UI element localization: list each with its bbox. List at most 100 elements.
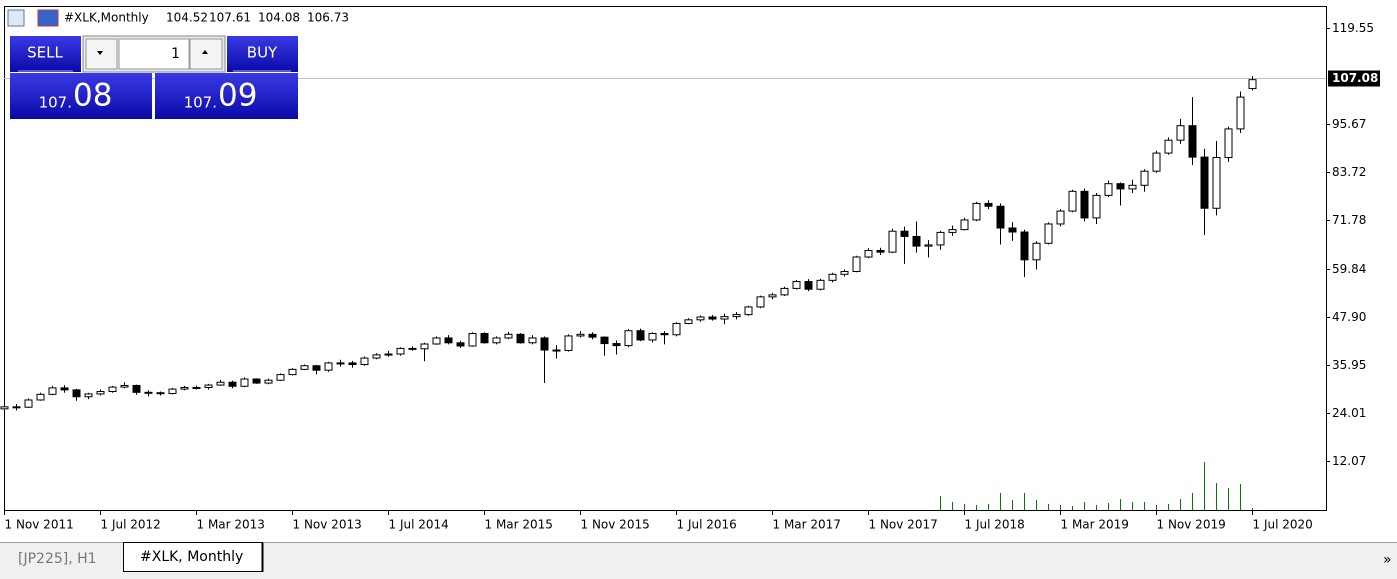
candle-body	[1020, 231, 1029, 261]
candle-body	[288, 368, 297, 376]
candle-body	[132, 384, 141, 393]
candle-body	[252, 378, 261, 384]
candle-body	[84, 393, 93, 398]
price-label-box	[1328, 70, 1380, 87]
candle-body	[924, 244, 933, 247]
candle-body	[1200, 156, 1209, 209]
candle-body	[744, 306, 753, 316]
ask-big: 107.	[184, 94, 217, 112]
candle-body	[720, 316, 729, 320]
candle-body	[168, 388, 177, 395]
x-tick-label: 1 Nov 2011	[5, 518, 74, 532]
tab[interactable]: [JP225], H1	[18, 551, 97, 567]
x-tick-label: 1 Nov 2015	[581, 518, 650, 532]
bid-box[interactable]	[10, 73, 152, 119]
candle-body	[588, 333, 597, 338]
lot-down[interactable]	[85, 38, 118, 70]
candle-body	[756, 296, 765, 308]
candle-body	[1092, 194, 1101, 219]
candle-body	[732, 314, 741, 318]
candle-body	[420, 343, 429, 350]
y-tick-label: 47.90	[1332, 310, 1366, 324]
candle-body	[1152, 152, 1161, 172]
candle-body	[1176, 125, 1185, 141]
candle-body	[552, 349, 561, 352]
tab-bar: [JP225], H1 #XLK, Monthly »	[0, 542, 1397, 579]
candle-body	[1044, 223, 1053, 244]
candle-body	[960, 219, 969, 231]
candle-body	[396, 347, 405, 355]
candle-body	[1212, 157, 1221, 209]
candle-body	[60, 387, 69, 391]
candle-body	[120, 384, 129, 388]
candle-body	[156, 392, 165, 395]
buy-button[interactable]	[227, 36, 298, 72]
x-tick-label: 1 Jul 2016	[677, 518, 737, 532]
candle-body	[1248, 79, 1257, 90]
candle-body	[696, 316, 705, 321]
x-tick-label: 1 Jul 2020	[1253, 518, 1313, 532]
sell-button[interactable]	[10, 36, 81, 72]
active-tab[interactable]	[123, 542, 263, 572]
more-tabs[interactable]: »	[1383, 552, 1392, 568]
candle-body	[636, 330, 645, 341]
candle-body	[360, 357, 369, 366]
candle-body	[336, 362, 345, 365]
candle-body	[660, 333, 669, 336]
candle-body	[228, 381, 237, 387]
candle-body	[912, 235, 921, 247]
chart-header: #XLK,Monthly 104.52 107.61 104.08 106.73	[7, 9, 349, 27]
candle-body	[1080, 190, 1089, 219]
x-tick-label: 1 Jul 2014	[389, 518, 449, 532]
ohlc-high: 107.61	[209, 11, 251, 25]
candle-body	[0, 406, 9, 410]
candle-body	[240, 378, 249, 387]
x-tick-label: 1 Mar 2019	[1061, 518, 1129, 532]
candle-body	[804, 281, 813, 290]
candle-body	[792, 281, 801, 289]
candle-body	[1164, 139, 1173, 154]
candle-body	[780, 287, 789, 296]
candle-body	[1056, 210, 1065, 225]
candle-body	[216, 381, 225, 386]
candle-body	[516, 333, 525, 344]
sell-label: SELL	[27, 44, 63, 62]
candle-body	[600, 336, 609, 345]
ohlc-open: 104.52	[166, 11, 208, 25]
x-tick-label: 1 Jul 2012	[101, 518, 161, 532]
candle-body	[972, 202, 981, 221]
candle-body	[24, 399, 33, 408]
plot: 119.55 95.67 83.72 71.78 59.84 47.90 35.95 24.0…	[0, 21, 1380, 532]
candle-body	[444, 337, 453, 344]
candle-body	[900, 230, 909, 237]
candle-body	[1188, 125, 1197, 158]
icon	[37, 9, 59, 27]
candle-body	[996, 205, 1005, 229]
y-tick-label: 83.72	[1332, 165, 1366, 179]
lot-input[interactable]	[118, 38, 190, 70]
candle-body	[384, 353, 393, 356]
ask-small: 09	[218, 78, 257, 114]
bid-big: 107.	[39, 94, 72, 112]
candle-body	[504, 333, 513, 339]
candle-body	[540, 337, 549, 351]
candle-body	[684, 319, 693, 324]
tab[interactable]: #XLK, Monthly	[140, 549, 243, 565]
candle-body	[708, 316, 717, 320]
candle-body	[1032, 242, 1041, 261]
x-tick-label: 1 Mar 2017	[773, 518, 841, 532]
y-tick-label: 119.55	[1332, 21, 1374, 35]
ask-box[interactable]	[155, 73, 298, 119]
candle-body	[816, 279, 825, 290]
candle-body	[144, 391, 153, 394]
candle-body	[48, 387, 57, 395]
x-tick-label: 1 Mar 2015	[485, 518, 553, 532]
candle-body	[888, 230, 897, 253]
x-tick-label: 1 Mar 2013	[197, 518, 265, 532]
candle-body	[468, 333, 477, 347]
candle-body	[1224, 128, 1233, 159]
candle-body	[12, 406, 21, 409]
candle-body	[624, 330, 633, 347]
y-tick-label: 71.78	[1332, 213, 1366, 227]
